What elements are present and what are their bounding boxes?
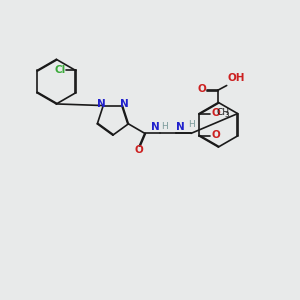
Text: N: N <box>120 99 128 109</box>
Text: CH: CH <box>217 108 230 117</box>
Text: H: H <box>161 122 168 131</box>
Text: Cl: Cl <box>54 65 65 75</box>
Text: O: O <box>212 108 220 118</box>
Text: N: N <box>176 122 185 132</box>
Text: H: H <box>188 120 195 129</box>
Text: N: N <box>98 99 106 109</box>
Text: OH: OH <box>227 73 245 82</box>
Text: 3: 3 <box>224 112 229 118</box>
Text: O: O <box>212 130 220 140</box>
Text: N: N <box>151 122 160 132</box>
Text: O: O <box>197 84 206 94</box>
Text: O: O <box>134 145 143 155</box>
